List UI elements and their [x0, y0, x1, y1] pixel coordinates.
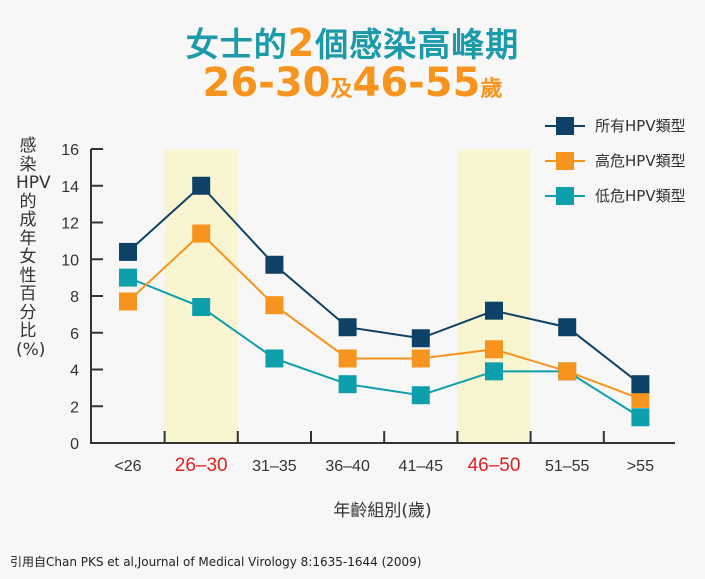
data-point	[631, 408, 650, 427]
data-point	[265, 296, 284, 315]
title-text: 個感染高峰期	[315, 25, 520, 64]
title-number: 2	[287, 21, 316, 65]
y-tick-label: 8	[70, 289, 79, 306]
legend-label: 高危HPV類型	[595, 152, 686, 170]
title-text: 女士的	[185, 25, 288, 64]
series-line	[127, 184, 642, 385]
y-tick-label: 6	[70, 326, 79, 343]
source-citation: 引用自Chan PKS et al,Journal of Medical Vir…	[10, 555, 422, 569]
title-range-1: 26-30	[202, 60, 331, 106]
data-point	[558, 362, 577, 381]
x-tick-label: 46–50	[468, 455, 521, 476]
legend: 所有HPV類型 高危HPV類型 低危HPV類型	[545, 108, 686, 213]
y-tick-label: 0	[70, 436, 79, 453]
data-point	[119, 242, 137, 261]
data-point	[119, 268, 137, 287]
x-tick-label: 26–30	[175, 455, 228, 476]
data-point	[192, 224, 211, 243]
legend-marker	[556, 151, 574, 170]
x-tick-label: 51–55	[545, 458, 590, 475]
y-tick-label: 12	[61, 216, 79, 233]
y-tick-label: 16	[61, 142, 79, 159]
data-point	[411, 329, 430, 348]
series-line	[127, 276, 641, 419]
data-point	[338, 318, 357, 337]
data-point	[631, 389, 650, 408]
x-tick-label: <26	[114, 458, 141, 475]
chart-title-line2: 26-30及46-55歲	[0, 60, 705, 106]
y-tick-label: 4	[70, 363, 79, 380]
data-point	[411, 386, 430, 405]
data-point	[192, 298, 211, 317]
data-point	[265, 255, 284, 274]
legend-marker	[556, 186, 574, 205]
legend-label: 低危HPV類型	[595, 187, 686, 205]
legend-marker	[556, 116, 574, 135]
legend-item: 所有HPV類型	[545, 108, 686, 143]
x-tick-label: 36–40	[325, 458, 370, 475]
data-point	[265, 349, 284, 368]
data-point	[485, 362, 503, 381]
data-point	[485, 301, 503, 320]
x-axis-label: 年齡組別(歲)	[333, 501, 432, 521]
title-range-2: 46-55	[352, 60, 481, 106]
y-tick-label: 10	[61, 252, 79, 269]
highlight-band	[164, 149, 238, 443]
data-point	[119, 292, 137, 311]
series-line	[127, 232, 641, 400]
data-point	[192, 176, 211, 195]
y-tick-label: 2	[70, 399, 79, 416]
y-tick-label: 14	[61, 179, 79, 196]
legend-label: 所有HPV類型	[595, 117, 686, 135]
legend-item: 低危HPV類型	[545, 178, 686, 213]
x-tick-label: 31–35	[252, 458, 297, 475]
data-point	[485, 340, 503, 359]
data-point	[338, 375, 357, 394]
legend-item: 高危HPV類型	[545, 143, 686, 178]
title-unit: 歲	[480, 77, 503, 102]
x-tick-label: >55	[627, 458, 654, 475]
data-point	[411, 349, 430, 368]
data-point	[558, 318, 577, 337]
x-tick-label: 41–45	[399, 458, 444, 475]
data-point	[338, 349, 357, 368]
chart-title-line1: 女士的2個感染高峰期	[0, 18, 705, 66]
highlight-band	[457, 149, 531, 443]
title-and: 及	[330, 77, 353, 102]
data-point	[631, 375, 650, 394]
